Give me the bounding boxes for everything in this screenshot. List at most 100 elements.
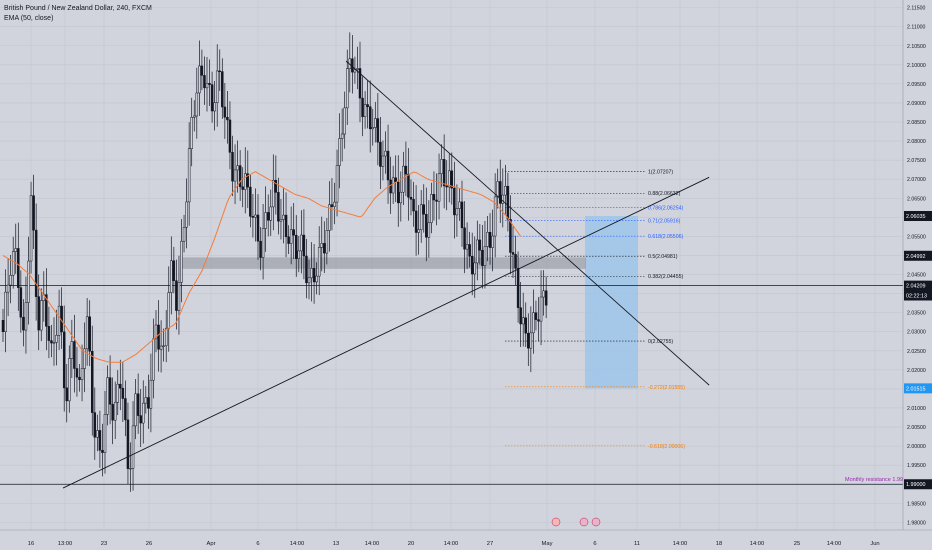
price-tick-label: 2.04500 [907, 273, 926, 279]
candle-body [170, 260, 173, 293]
candle-body [6, 284, 10, 293]
candle-body [177, 282, 181, 311]
candle-body [157, 324, 160, 350]
candle-body [80, 368, 84, 381]
candle-body [473, 262, 476, 275]
candle-body [506, 185, 510, 220]
price-badge-label: 2.04209 [906, 284, 926, 290]
candle-body [448, 170, 451, 188]
candle-body [62, 331, 66, 389]
candle-body [45, 294, 48, 327]
time-tick-label: 13 [333, 541, 339, 547]
candle-body [172, 260, 176, 281]
candle-body [256, 214, 260, 242]
candle-body [238, 165, 242, 188]
candle-body [96, 430, 99, 438]
candle-body [83, 348, 86, 369]
candle-body [381, 155, 385, 167]
candle-body [149, 379, 153, 409]
candle-body [432, 194, 436, 201]
candle-body [241, 186, 244, 190]
event-marker-icon [579, 517, 589, 527]
candle-body [91, 350, 94, 413]
candle-body [379, 141, 382, 167]
candle-body [244, 173, 247, 190]
candle-body [246, 173, 250, 188]
candle-body [409, 196, 413, 200]
fib-level-label: 0.71(2.05916) [648, 219, 681, 225]
candle-body [312, 268, 316, 283]
candle-body [544, 290, 548, 306]
candle-body [504, 185, 507, 196]
price-badge-label: 1.99000 [906, 482, 926, 488]
candle-body [228, 119, 232, 153]
candle-body [70, 341, 74, 359]
candle-body [40, 300, 43, 331]
candle-body [356, 68, 359, 70]
price-tick-label: 2.00500 [907, 425, 926, 431]
candle-body [68, 358, 71, 402]
price-tick-label: 2.07000 [907, 177, 926, 183]
candle-body [521, 317, 525, 325]
candle-body [124, 398, 127, 421]
candle-body [85, 316, 89, 350]
candle-body [537, 319, 540, 322]
candle-body [274, 180, 278, 193]
candle-body [187, 148, 191, 203]
candle-body [284, 214, 288, 238]
candle-body [22, 316, 25, 331]
candle-body [460, 201, 464, 229]
time-tick-label: 14:00 [827, 541, 842, 547]
candle-body [50, 340, 53, 344]
time-tick-label: 14:00 [673, 541, 688, 547]
price-badge [904, 211, 932, 222]
candle-body [527, 332, 530, 349]
candle-body [142, 402, 145, 424]
candle-body [9, 275, 12, 286]
price-tick-label: 2.01000 [907, 406, 926, 412]
time-tick-label: 14:00 [750, 541, 765, 547]
candle-body [75, 368, 79, 378]
candle-body [361, 97, 364, 118]
candle-body [226, 117, 229, 121]
time-tick-label: 26 [146, 541, 152, 547]
candle-body [131, 425, 135, 469]
candle-body [236, 165, 239, 171]
candle-body [19, 287, 23, 318]
candle-body [493, 196, 497, 237]
candle-body [205, 83, 209, 89]
time-tick-label: Apr [206, 541, 215, 547]
candle-body [233, 169, 237, 182]
candle-body [57, 305, 61, 336]
time-tick-label: May [542, 541, 553, 547]
candle-body [511, 252, 515, 255]
candle-body [323, 243, 326, 254]
fib-level-label: -0.618(2.00006) [648, 444, 685, 450]
candle-body [486, 231, 489, 247]
candle-body [167, 292, 170, 329]
candle-body [162, 345, 165, 347]
candle-body [391, 177, 395, 194]
candle-body [218, 70, 221, 72]
fib-level-label: 0.88(2.06632) [648, 191, 681, 197]
candle-body [261, 228, 265, 258]
candle-body [185, 201, 188, 228]
monthly-resistance-label: Monthly resistance 1.99 [845, 477, 903, 483]
fib-level-label: 0.618(2.05506) [648, 234, 683, 240]
candle-body [251, 216, 255, 218]
candle-body [384, 150, 387, 157]
candle-body [295, 234, 298, 259]
time-tick-label: 27 [487, 541, 493, 547]
price-badge [904, 250, 932, 261]
candle-body [335, 165, 339, 203]
time-tick-label: Jun [870, 541, 879, 547]
candle-body [346, 68, 349, 109]
time-tick-label: 6 [593, 541, 596, 547]
candle-body [442, 159, 446, 187]
candle-body [144, 397, 148, 404]
candle-body [136, 393, 140, 416]
candle-body [481, 250, 484, 266]
candle-body [307, 277, 311, 284]
